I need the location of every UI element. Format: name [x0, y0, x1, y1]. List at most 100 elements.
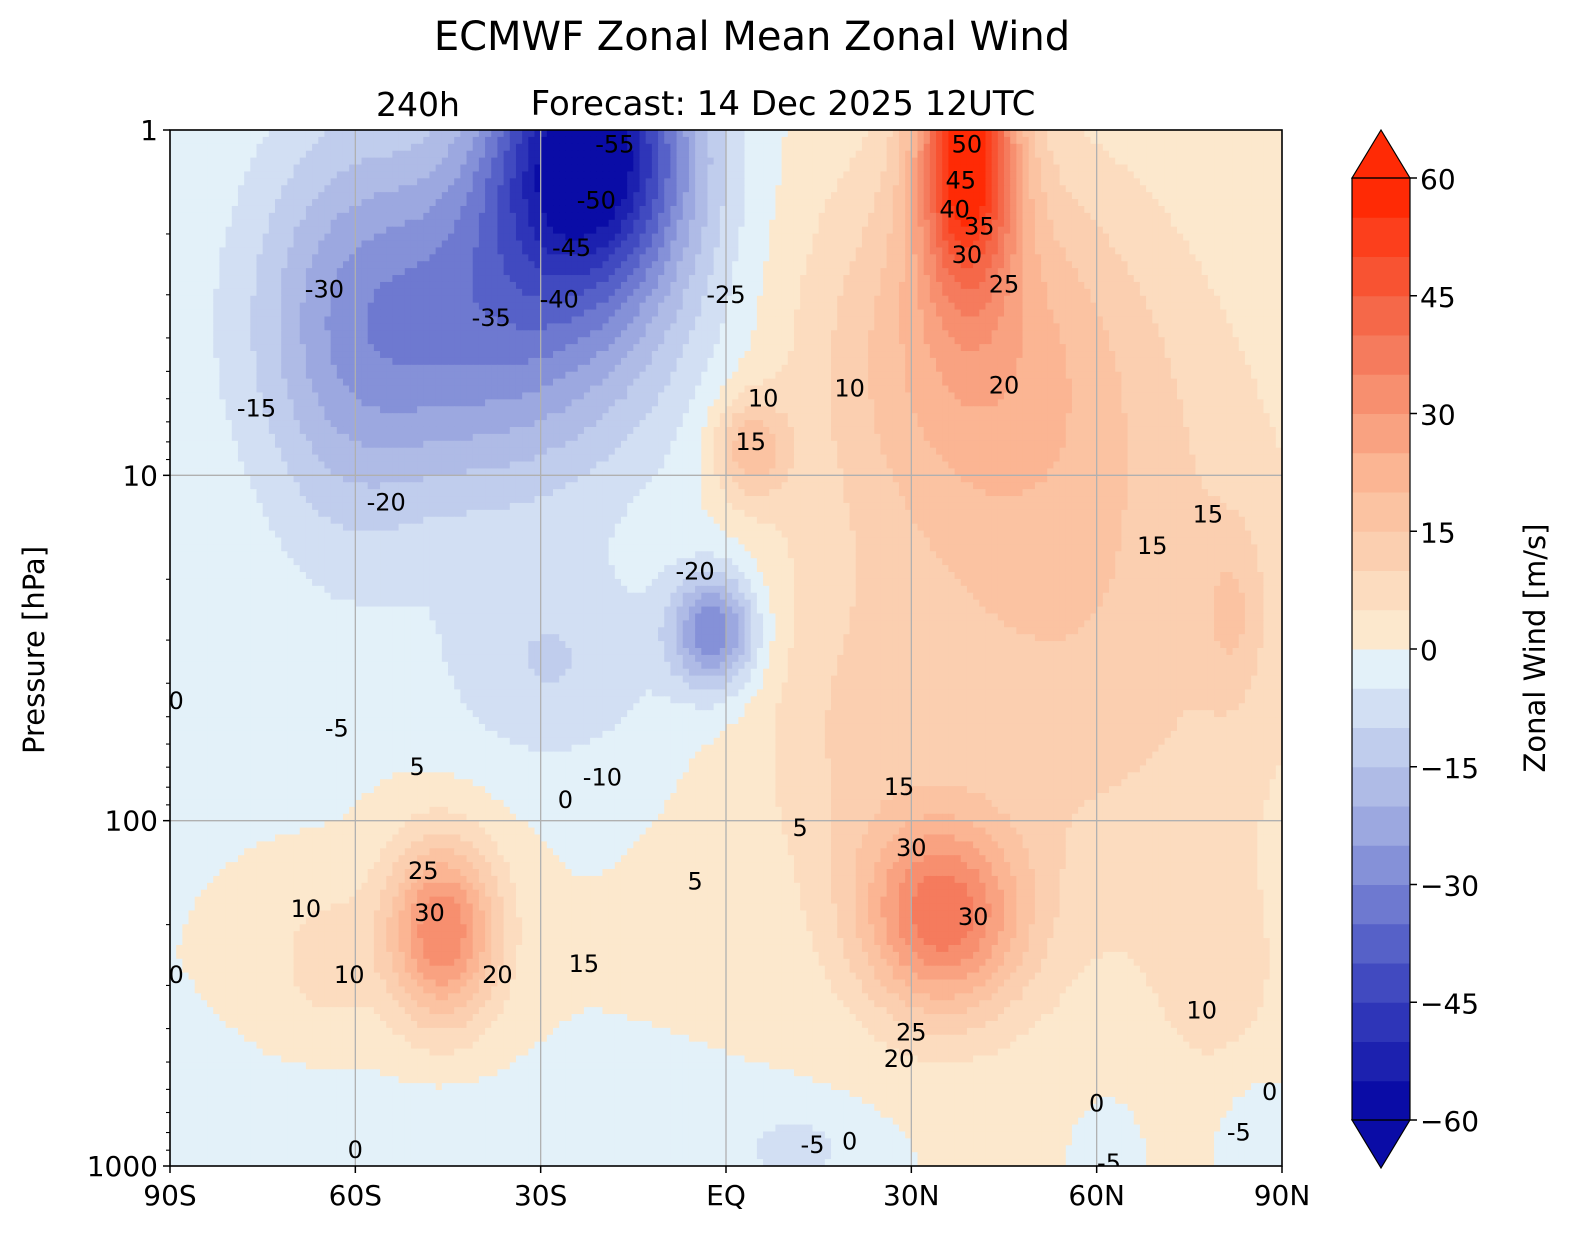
contour-cell	[497, 234, 504, 242]
contour-cell	[1257, 213, 1264, 221]
contour-cell	[874, 289, 881, 297]
contour-cell	[621, 261, 628, 269]
contour-cell	[930, 144, 937, 152]
contour-cell	[541, 158, 548, 166]
contour-cell	[559, 316, 566, 324]
contour-cell	[936, 310, 943, 318]
contour-cell	[578, 165, 585, 173]
contour-cell	[195, 192, 202, 200]
contour-cell	[1270, 137, 1277, 145]
contour-cell	[442, 282, 449, 290]
contour-cell	[1226, 289, 1233, 297]
contour-cell	[757, 171, 764, 179]
contour-cell	[528, 199, 535, 207]
contour-cell	[751, 185, 758, 193]
contour-cell	[782, 213, 789, 221]
contour-cell	[751, 275, 758, 283]
contour-cell	[467, 171, 474, 179]
contour-cell	[640, 199, 647, 207]
contour-cell	[201, 234, 208, 242]
contour-cell	[1239, 165, 1246, 173]
contour-cell	[998, 192, 1005, 200]
contour-cell	[256, 227, 263, 235]
contour-cell	[1128, 137, 1135, 145]
contour-cell	[510, 241, 517, 249]
contour-cell	[1023, 185, 1030, 193]
contour-cell	[355, 261, 362, 269]
contour-cell	[825, 165, 832, 173]
contour-cell	[868, 275, 875, 283]
contour-cell	[1183, 254, 1190, 262]
contour-cell	[318, 185, 325, 193]
contour-cell	[1226, 234, 1233, 242]
contour-cell	[1016, 303, 1023, 311]
contour-cell	[893, 296, 900, 304]
contour-cell	[1226, 178, 1233, 186]
contour-cell	[553, 213, 560, 221]
contour-cell	[436, 192, 443, 200]
contour-cell	[868, 282, 875, 290]
contour-cell	[491, 151, 498, 159]
contour-cell	[658, 227, 665, 235]
contour-cell	[417, 227, 424, 235]
contour-cell	[275, 316, 282, 324]
contour-cell	[1109, 171, 1116, 179]
contour-cell	[782, 130, 789, 138]
contour-cell	[701, 171, 708, 179]
contour-cell	[1097, 227, 1104, 235]
contour-cell	[683, 199, 690, 207]
contour-cell	[1220, 199, 1227, 207]
contour-cell	[294, 185, 301, 193]
contour-cell	[1097, 165, 1104, 173]
contour-cell	[1084, 144, 1091, 152]
contour-cell	[355, 213, 362, 221]
contour-cell	[429, 199, 436, 207]
contour-cell	[1035, 130, 1042, 138]
contour-cell	[1202, 206, 1209, 214]
contour-cell	[263, 247, 270, 255]
contour-cell	[362, 261, 369, 269]
contour-cell	[510, 199, 517, 207]
contour-cell	[584, 316, 591, 324]
contour-cell	[331, 192, 338, 200]
contour-cell	[924, 310, 931, 318]
contour-cell	[1263, 137, 1270, 145]
contour-cell	[182, 192, 189, 200]
contour-cell	[454, 234, 461, 242]
contour-cell	[1134, 247, 1141, 255]
contour-cell	[1233, 220, 1240, 228]
contour-cell	[1270, 206, 1277, 214]
contour-cell	[1171, 206, 1178, 214]
contour-cell	[670, 261, 677, 269]
contour-cell	[1171, 289, 1178, 297]
contour-cell	[306, 165, 313, 173]
contour-cell	[176, 171, 183, 179]
contour-cell	[287, 268, 294, 276]
contour-cell	[423, 234, 430, 242]
contour-cell	[677, 178, 684, 186]
contour-cell	[1171, 220, 1178, 228]
contour-cell	[436, 151, 443, 159]
contour-cell	[596, 254, 603, 262]
contour-cell	[374, 158, 381, 166]
contour-cell	[621, 220, 628, 228]
contour-cell	[559, 171, 566, 179]
contour-cell	[1109, 247, 1116, 255]
contour-cell	[602, 289, 609, 297]
contour-cell	[602, 220, 609, 228]
contour-cell	[343, 206, 350, 214]
contour-cell	[924, 144, 931, 152]
contour-cell	[738, 158, 745, 166]
contour-cell	[726, 268, 733, 276]
contour-cell	[244, 234, 251, 242]
contour-cell	[565, 213, 572, 221]
contour-cell	[238, 192, 245, 200]
contour-cell	[497, 171, 504, 179]
contour-cell	[874, 165, 881, 173]
contour-cell	[1004, 178, 1011, 186]
contour-cell	[633, 206, 640, 214]
contour-cell	[504, 171, 511, 179]
contour-cell	[1214, 178, 1221, 186]
contour-cell	[374, 220, 381, 228]
contour-cell	[775, 144, 782, 152]
